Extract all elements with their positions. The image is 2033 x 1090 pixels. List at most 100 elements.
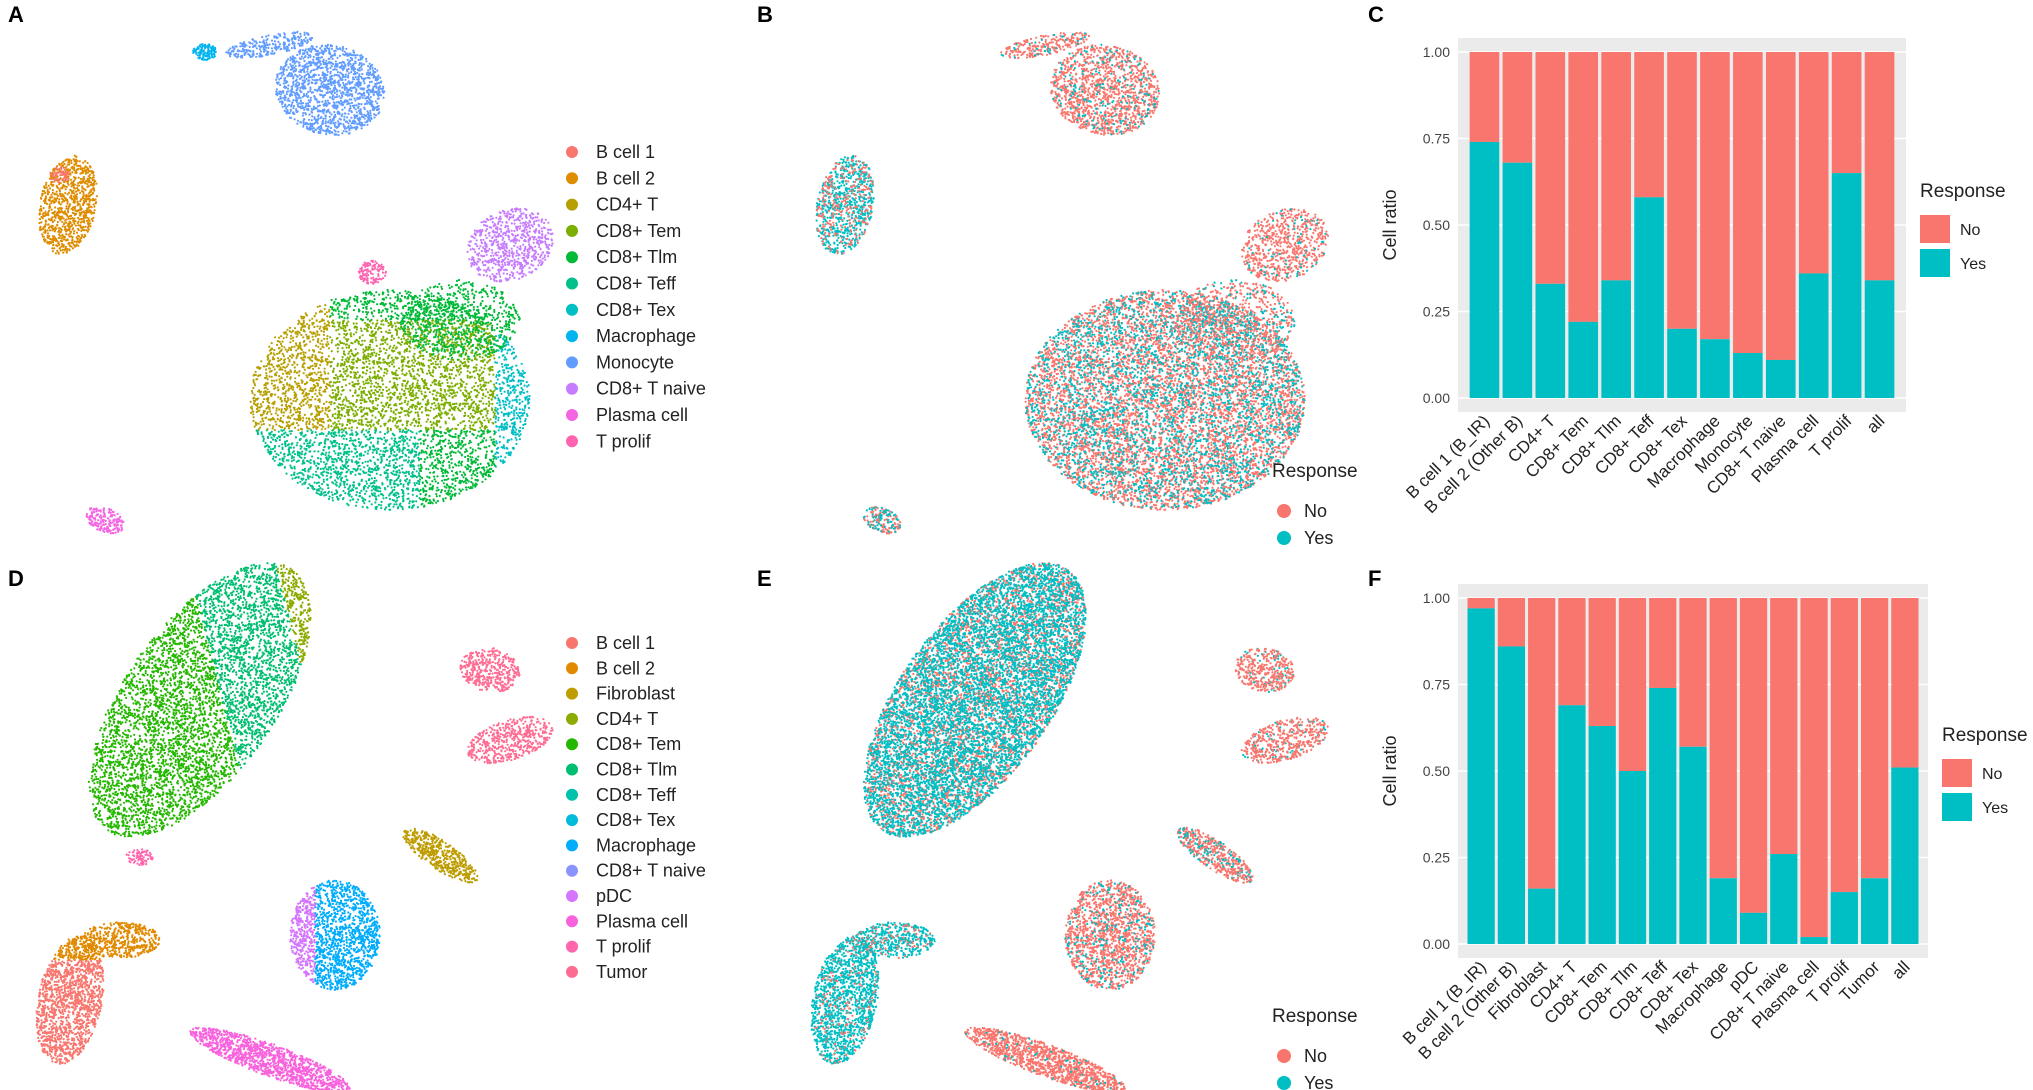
legend-dot (566, 763, 578, 776)
legend-label: Macrophage (596, 835, 696, 855)
legend-label: CD8+ Teff (596, 274, 677, 294)
bar-no (1568, 52, 1599, 322)
bar-yes (1864, 280, 1895, 398)
legend-title: Response (1272, 1006, 1358, 1027)
bar-yes (1770, 854, 1798, 944)
bar-no (1497, 598, 1526, 647)
legend-label: No (1304, 501, 1327, 521)
y-tick-label: 0.50 (1423, 763, 1450, 779)
y-tick-label: 0.00 (1423, 936, 1450, 952)
bar-no (1891, 598, 1919, 768)
bar-yes (1535, 283, 1566, 398)
legend-e: Response No Yes (1272, 1006, 1358, 1090)
legend-label: No (1982, 766, 2003, 783)
bar-yes (1634, 197, 1664, 398)
legend-dot (566, 839, 578, 852)
bar-no (1700, 52, 1730, 340)
legend-label: No (1304, 1046, 1327, 1066)
umap-e-macro (1064, 879, 1156, 990)
legend-label: CD8+ Tem (596, 221, 681, 241)
bar-yes (1667, 328, 1697, 398)
legend-dot (566, 172, 578, 185)
panel-label-c: C (1368, 2, 1384, 27)
bar-yes (1469, 141, 1500, 398)
legend-key (1277, 504, 1291, 518)
bar-yes (1502, 162, 1533, 398)
legend-label: Macrophage (596, 326, 696, 346)
legend-dot (566, 814, 578, 827)
bar-yes (1733, 353, 1763, 398)
legend-dot (566, 330, 578, 343)
legend-dot (566, 965, 578, 978)
legend-label: CD4+ T (596, 195, 658, 215)
legend-dot (566, 303, 578, 316)
legend-key (1277, 1049, 1291, 1063)
umap-d-fibro (402, 827, 479, 884)
umap-d-macro (289, 879, 381, 991)
legend-key (1942, 759, 1972, 787)
y-tick-label: 0.25 (1423, 850, 1450, 866)
y-axis-label: Cell ratio (1380, 735, 1400, 806)
bar-yes (1860, 878, 1889, 944)
umap-b-plasma (862, 505, 902, 535)
umap-e-fibro (1176, 826, 1254, 884)
y-axis-label: Cell ratio (1380, 189, 1400, 260)
legend-label: CD8+ Tem (596, 734, 681, 754)
y-tick-label: 1.00 (1423, 590, 1450, 606)
legend-label: Monocyte (596, 352, 674, 372)
umap-b-naive (1241, 208, 1330, 283)
umap-scatter-layer (35, 30, 1330, 1090)
legend-dot (566, 637, 578, 649)
legend-label: CD8+ T naive (596, 379, 706, 399)
bar-yes (1467, 608, 1495, 944)
legend-label: CD4+ T (596, 709, 658, 729)
legend-dot (566, 198, 578, 211)
legend-dot (566, 224, 578, 237)
bar-no (1588, 598, 1616, 727)
legend-dot (566, 940, 578, 953)
bar-no (1831, 52, 1862, 174)
umap-a-naive (466, 207, 554, 283)
bar-no (1709, 598, 1737, 879)
legend-key (1277, 531, 1291, 545)
bar-no (1864, 52, 1895, 281)
legend-label: Yes (1304, 528, 1333, 548)
legend-a: B cell 1 B cell 2 CD4+ T CD8+ Tem CD8+ Tlm CD… (566, 142, 706, 451)
legend-dot (566, 864, 578, 877)
legend-label: CD8+ T naive (596, 861, 706, 881)
bar-yes (1528, 888, 1556, 944)
legend-label: B cell 2 (596, 658, 655, 678)
y-tick-label: 1.00 (1423, 44, 1450, 60)
bar-no (1679, 598, 1707, 747)
legend-label: CD8+ Tlm (596, 247, 677, 267)
y-tick-label: 0.00 (1423, 390, 1450, 406)
legend-label: B cell 1 (596, 633, 655, 653)
bar-no (1800, 598, 1828, 938)
legend-dot (566, 662, 578, 675)
legend-key (1920, 249, 1950, 277)
legend-label: pDC (596, 886, 632, 906)
umap-a-plasma (85, 507, 125, 535)
legend-dot (566, 409, 578, 421)
umap-b-monocyte (1000, 31, 1161, 136)
umap-a-bcell1 (49, 166, 70, 184)
legend-dot (566, 435, 578, 448)
bar-yes (1765, 359, 1796, 398)
legend-dot (566, 146, 578, 158)
legend-dot (566, 788, 578, 801)
bar-no (1798, 52, 1829, 274)
panel-label-b: B (757, 2, 773, 27)
legend-label: B cell 2 (596, 168, 655, 188)
umap-a-macrophage (192, 43, 217, 61)
bar-no (1739, 598, 1768, 913)
legend-label: CD8+ Teff (596, 785, 677, 805)
umap-e-tcells (862, 562, 1087, 838)
bar-yes (1601, 280, 1631, 398)
bar-no (1770, 598, 1798, 855)
bar-yes (1700, 339, 1730, 398)
legend-label: CD8+ Tlm (596, 760, 677, 780)
umap-a-main (249, 278, 531, 511)
bar-no (1467, 598, 1495, 609)
legend-dot (566, 251, 578, 264)
bar-yes (1649, 687, 1677, 944)
